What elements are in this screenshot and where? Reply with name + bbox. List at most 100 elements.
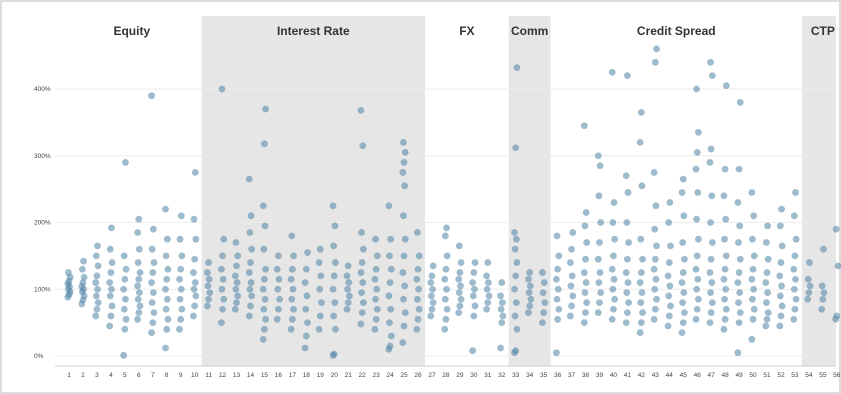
x-tick-label: 16 xyxy=(275,372,283,379)
data-point xyxy=(373,285,381,293)
data-point xyxy=(583,299,591,306)
data-point xyxy=(611,295,619,303)
data-point xyxy=(372,295,379,303)
data-point xyxy=(205,295,213,303)
data-point xyxy=(582,255,589,263)
data-point xyxy=(735,319,743,327)
data-point xyxy=(736,98,744,106)
data-point xyxy=(457,282,464,290)
data-point xyxy=(190,215,198,223)
data-point xyxy=(623,289,631,296)
data-point xyxy=(245,175,253,183)
data-point xyxy=(763,269,771,276)
data-point xyxy=(692,265,700,273)
data-point xyxy=(653,45,660,53)
data-point xyxy=(693,215,700,223)
data-point xyxy=(764,222,771,230)
x-tick-label: 18 xyxy=(303,372,311,379)
data-point xyxy=(135,215,143,223)
data-point xyxy=(303,292,311,300)
data-point xyxy=(679,175,687,183)
data-point xyxy=(262,315,270,323)
x-tick-label: 29 xyxy=(456,372,464,379)
data-point xyxy=(274,285,282,293)
x-tick-label: 32 xyxy=(498,372,506,379)
data-point xyxy=(707,58,714,66)
data-point xyxy=(177,212,185,220)
x-tick-label: 48 xyxy=(722,372,730,379)
data-point xyxy=(651,58,659,66)
data-point xyxy=(204,302,211,310)
data-point xyxy=(441,325,449,333)
data-point xyxy=(122,295,129,303)
data-point xyxy=(735,299,742,306)
data-point xyxy=(693,85,700,93)
x-tick-label: 28 xyxy=(442,372,450,379)
data-point xyxy=(217,265,225,273)
data-point xyxy=(748,335,756,343)
data-point xyxy=(204,282,212,290)
data-point xyxy=(219,275,227,283)
data-point xyxy=(358,229,365,236)
data-point xyxy=(357,320,365,328)
data-point xyxy=(357,269,365,276)
data-point xyxy=(332,325,339,333)
x-tick-label: 2 xyxy=(81,372,85,379)
x-tick-label: 12 xyxy=(219,372,227,379)
data-point xyxy=(205,275,213,283)
data-point xyxy=(234,292,242,300)
data-point xyxy=(94,262,102,270)
data-point xyxy=(106,292,114,300)
data-point xyxy=(583,239,591,246)
data-point xyxy=(708,279,716,286)
data-point xyxy=(330,350,338,358)
data-point xyxy=(610,305,617,313)
data-point xyxy=(148,279,155,286)
data-point xyxy=(78,265,86,273)
x-axis: 1 2 3 4 5 6 7 8 9 10 11 12 13 14 15 16 17 18 19 20 21 22 23 24 2… xyxy=(67,372,841,379)
x-tick-label: 40 xyxy=(610,372,618,379)
data-point xyxy=(414,315,422,323)
data-point xyxy=(414,295,421,303)
data-point xyxy=(624,279,632,286)
data-point xyxy=(456,302,464,310)
data-point xyxy=(792,189,799,196)
data-point xyxy=(191,169,199,176)
data-point xyxy=(399,339,407,347)
data-point xyxy=(387,235,395,243)
data-point xyxy=(150,309,158,317)
data-point xyxy=(693,149,701,156)
data-point xyxy=(735,239,742,246)
data-point xyxy=(65,269,72,276)
data-point xyxy=(148,92,155,100)
data-point xyxy=(192,292,200,300)
data-point xyxy=(190,312,197,320)
x-tick-label: 7 xyxy=(151,372,155,379)
data-point xyxy=(457,259,465,266)
data-point xyxy=(163,235,171,243)
data-point xyxy=(637,319,645,327)
data-point xyxy=(401,282,409,290)
data-point xyxy=(526,302,534,310)
data-point xyxy=(359,299,367,306)
data-point xyxy=(512,272,520,280)
data-point xyxy=(248,292,256,300)
data-point xyxy=(359,142,367,150)
data-point xyxy=(304,319,311,327)
data-point xyxy=(456,269,464,276)
data-point xyxy=(722,215,730,223)
data-point xyxy=(608,265,616,273)
data-point xyxy=(513,64,521,72)
data-point xyxy=(287,325,295,333)
data-point xyxy=(400,139,407,146)
data-point xyxy=(692,315,700,323)
data-point xyxy=(247,302,254,310)
data-point xyxy=(611,235,619,243)
data-point xyxy=(513,259,521,266)
data-point xyxy=(106,245,114,253)
data-point xyxy=(122,265,130,273)
data-point xyxy=(385,292,393,300)
data-point xyxy=(722,252,730,260)
group-label: Comm xyxy=(511,24,548,38)
data-point xyxy=(637,299,645,306)
